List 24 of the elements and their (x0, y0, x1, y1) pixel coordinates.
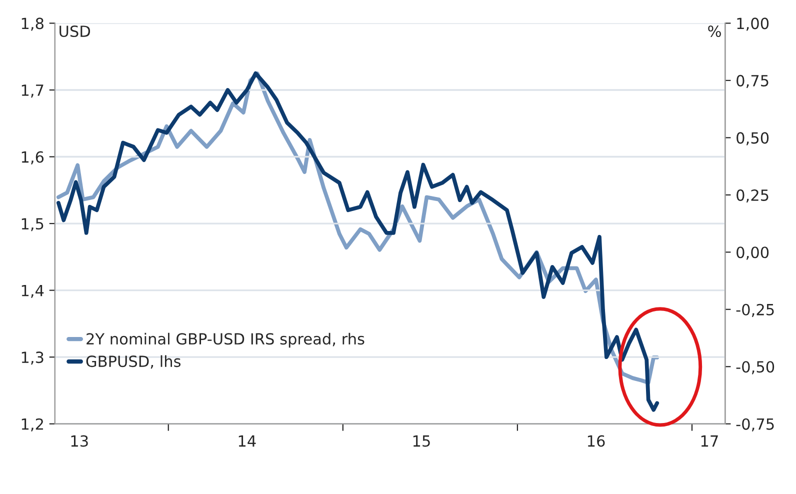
y-axis-title: USD (60, 25, 90, 38)
y2-tick-label: 0,00 (736, 246, 769, 260)
x-tick-label: 13 (71, 435, 88, 447)
y-tick-label: 1,7 (22, 84, 44, 98)
y2-tick-label: -0,50 (736, 361, 774, 374)
y2-tick-label: -0,25 (736, 304, 774, 317)
y2-tick-label: 0,75 (736, 74, 768, 88)
y2-tick-label: -0,75 (736, 418, 774, 432)
y-tick-label: 1,6 (22, 151, 44, 164)
legend-label: 2Y nominal GBP-USD IRS spread, rhs (86, 332, 364, 348)
x-tick-label: 15 (413, 435, 430, 447)
y2-axis-title: % (708, 25, 721, 38)
y-tick-label: 1,5 (22, 218, 44, 232)
legend-label: GBPUSD, lhs (86, 355, 181, 369)
y-tick-label: 1,2 (22, 418, 43, 432)
y-tick-label: 1,4 (22, 284, 44, 298)
x-tick-label: 17 (701, 435, 718, 447)
y2-tick-label: 1,00 (737, 18, 769, 31)
x-tick-label: 16 (588, 435, 605, 447)
x-tick-label: 14 (238, 435, 256, 447)
y-tick-label: 1,8 (22, 18, 44, 31)
y2-tick-label: 0,50 (736, 132, 769, 146)
y-tick-label: 1,3 (22, 352, 44, 365)
y2-tick-label: 0,25 (736, 189, 768, 202)
